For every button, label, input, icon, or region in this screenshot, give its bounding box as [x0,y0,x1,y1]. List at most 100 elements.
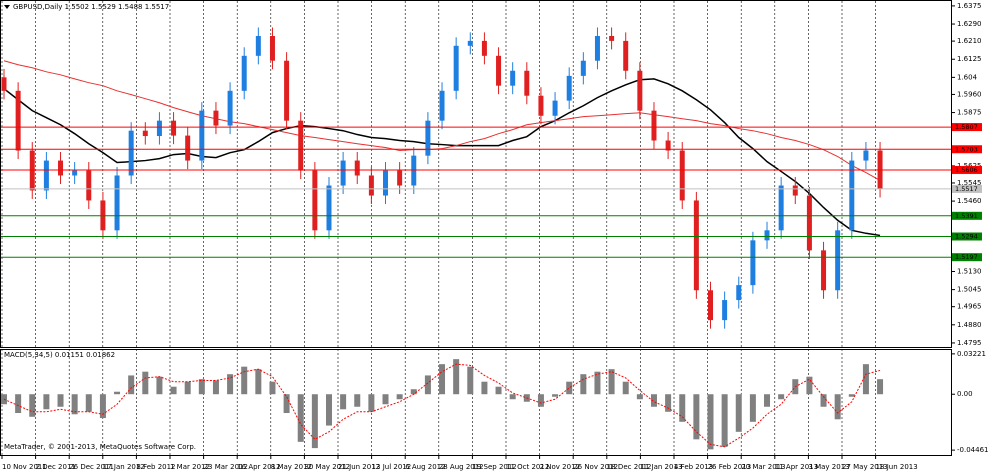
macd-bar [453,359,460,395]
macd-bar [128,375,135,395]
macd-bar [227,374,234,395]
candle-body [835,230,841,291]
candle-body [566,75,572,101]
level-label: 1.5197 [955,253,978,261]
date-label: 2 Nov 2012 [540,463,580,471]
date-label: 2 Dec 2011 [36,463,76,471]
macd-bar [622,381,629,395]
level-tag [952,232,982,241]
price-label: 1.4795 [957,339,982,347]
date-label: 30 May 2012 [304,463,350,471]
candle-body [171,120,177,136]
macd-bar [721,394,728,447]
candle-body [538,95,544,116]
price-label: 1.5045 [957,286,982,294]
level-tag [952,145,982,154]
macd-bar [15,394,22,414]
macd-bar [283,394,290,414]
candle-body [86,170,92,201]
candle-body [637,70,643,111]
price-label: 1.4880 [957,321,982,329]
macd-bar [99,394,106,419]
candle-body [750,240,756,286]
macd-bar [340,394,347,410]
date-label: 4 Feb 2013 [674,463,713,471]
level-tag [952,123,982,132]
candle-body [764,230,770,241]
candle-body [580,60,586,76]
macd-bar [806,376,813,395]
candle-body [43,160,49,191]
price-label: 1.5625 [957,162,982,170]
price-label: 1.5130 [957,267,982,275]
date-label: 8 Feb 2012 [136,463,175,471]
level-label: 1.5294 [955,233,978,241]
date-label: 27 May 2013 [842,463,888,471]
candle-body [481,40,487,56]
macd-bar [241,366,248,395]
main-panel-frame [0,0,952,348]
candle-body [453,45,459,91]
macd-bar [679,394,686,422]
date-label: 23 Mar 2012 [204,463,248,471]
macd-bar [85,394,92,412]
macd-bar [636,394,643,400]
candle-body [354,160,360,176]
macd-bar [707,394,714,450]
price-label: 1.5545 [957,179,982,187]
candle-body [806,195,812,251]
macd-bar [170,386,177,395]
price-label: 1.6290 [957,20,982,28]
price-label: 1.6125 [957,55,982,63]
macd-bar [877,379,884,395]
level-tag [952,184,982,193]
chart-title: GBPUSD,Daily 1.5502 1.5529 1.5488 1.5517 [13,3,169,11]
date-label: 6 Aug 2012 [405,463,445,471]
candle-body [298,120,304,171]
macd-bar [848,394,855,397]
macd-bar [608,369,615,395]
macd-bar [212,380,219,395]
macd-bar [114,391,121,395]
macd-bar [255,369,262,395]
macd-bar [325,394,332,426]
macd-bar [693,394,700,440]
candle-body [552,100,558,116]
candle-body [524,70,530,96]
macd-bar [368,394,375,412]
candle-body [58,160,64,176]
level-tag [952,165,982,174]
date-label: 18 Jun 2013 [876,463,918,471]
candle-body [510,70,516,86]
candle-body [397,170,403,186]
candle-body [142,130,148,137]
candle-body [128,130,134,176]
macd-label: 0.00 [957,390,973,398]
candle-body [213,110,219,126]
date-label: 8 May 2012 [271,463,312,471]
macd-bar [424,375,431,395]
level-label: 1.5391 [955,212,978,220]
macd-label: 0.03221 [957,350,986,358]
macd-bar [354,394,361,407]
macd-bar [580,374,587,395]
macd-bar [594,371,601,395]
candle-body [368,175,374,196]
macd-bar [311,394,318,449]
price-label: 1.6210 [957,37,982,45]
candle-body [156,120,162,137]
level-label: 1.5517 [955,185,978,193]
price-label: 1.5960 [957,90,982,98]
date-label: 1 Mar 2012 [170,463,210,471]
level-tag [952,253,982,262]
candle-body [439,90,445,121]
macd-bar [834,394,841,420]
copyright: MetaTrader, © 2001-2013, MetaQuotes Soft… [4,443,196,451]
macd-bar [297,394,304,442]
menu-arrow[interactable] [4,5,10,9]
level-label: 1.5606 [955,166,978,174]
date-label: 11 Apr 2013 [775,463,818,471]
level-label: 1.5703 [955,145,978,153]
candle-body [623,40,629,71]
